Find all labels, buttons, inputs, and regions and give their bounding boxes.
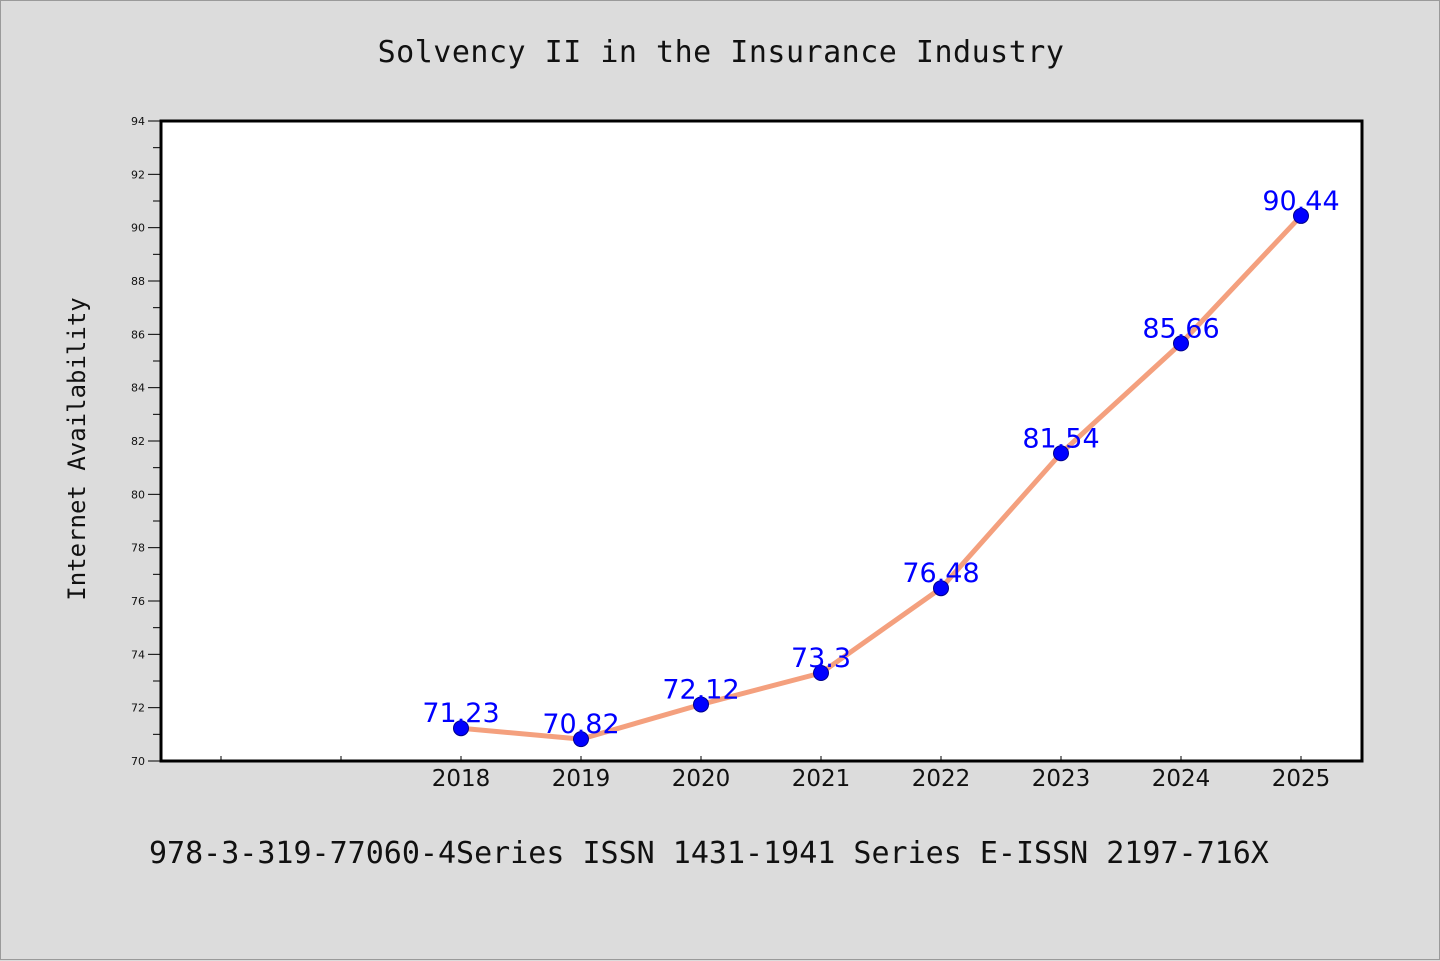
series-line	[458, 213, 1304, 742]
x-tick-label: 2019	[552, 766, 611, 792]
data-label: 85.66	[1142, 313, 1219, 344]
data-label: 72.12	[662, 674, 739, 705]
y-tick-label: 76	[131, 595, 145, 608]
y-tick-label: 88	[131, 275, 145, 288]
data-point	[453, 720, 469, 737]
y-tick-label: 90	[131, 222, 145, 235]
plot-area	[159, 119, 1364, 763]
y-tick-label: 92	[131, 168, 145, 181]
data-label: 81.54	[1022, 423, 1099, 454]
y-tick-label: 82	[131, 435, 145, 448]
data-label: 71.23	[422, 698, 499, 729]
y-tick-label: 78	[131, 542, 145, 555]
x-tick-label: 2018	[432, 766, 491, 792]
y-tick-label: 72	[131, 702, 145, 715]
x-tick-label: 2022	[912, 766, 971, 792]
chart-title: Solvency II in the Insurance Industry	[377, 35, 1065, 70]
data-point	[813, 665, 829, 681]
data-points	[453, 207, 1309, 748]
data-point	[1173, 335, 1189, 352]
data-point	[693, 696, 709, 713]
x-tick-label: 2021	[792, 766, 851, 792]
x-tick-label: 2025	[1272, 766, 1331, 792]
data-point	[933, 580, 949, 597]
y-tick-label: 70	[131, 755, 145, 768]
footer-text: 978-3-319-77060-4Series ISSN 1431-1941 S…	[149, 836, 1269, 871]
data-point	[1293, 207, 1309, 224]
y-tick-label: 80	[131, 488, 145, 501]
data-labels: 71.23 70.82 72.12 73.3 76.48 81.54 85.66 90.44	[422, 186, 1339, 740]
y-axis-ticks: 70 72 74 76 78 80 82 84 86 88 90 92 94	[131, 115, 160, 768]
x-tick-label: 2024	[1152, 766, 1211, 792]
data-point	[573, 731, 589, 748]
data-label: 70.82	[542, 709, 619, 740]
y-tick-label: 74	[131, 648, 145, 661]
data-label: 90.44	[1262, 186, 1339, 217]
data-point	[1053, 445, 1069, 462]
y-tick-label: 94	[131, 115, 145, 128]
x-axis-ticks: 2018 2019 2020 2021 2022 2023 2024 2025	[220, 756, 1331, 792]
x-tick-label: 2020	[672, 766, 731, 792]
data-label: 73.3	[791, 643, 851, 674]
data-label: 76.48	[902, 558, 979, 589]
y-tick-label: 86	[131, 328, 145, 341]
y-tick-label: 84	[131, 382, 145, 395]
x-tick-label: 2023	[1032, 766, 1091, 792]
